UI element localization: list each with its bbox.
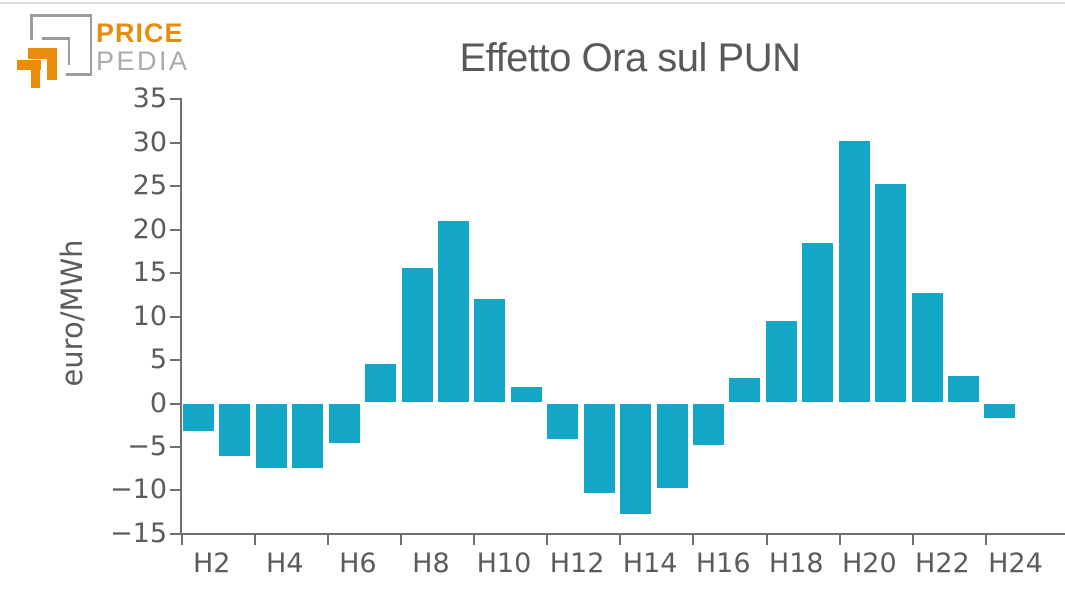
- y-tick-label--10: −10: [110, 474, 167, 506]
- y-tick-label--5: −5: [127, 430, 167, 462]
- x-tick-label-H12: H12: [549, 547, 605, 579]
- logo-outer-square-left: [30, 14, 33, 40]
- y-tick-label-10: 10: [132, 300, 167, 332]
- bar-H14: [620, 403, 652, 514]
- y-tick: [170, 359, 180, 362]
- y-tick-label-20: 20: [132, 213, 167, 245]
- logo-orange-bracket-small-right: [30, 69, 40, 88]
- x-tick: [765, 532, 768, 545]
- x-tick-label-H22: H22: [915, 547, 970, 579]
- x-tick: [546, 532, 549, 545]
- y-tick: [170, 141, 180, 144]
- y-tick: [170, 228, 180, 231]
- bar-H9: [438, 220, 469, 403]
- x-tick-label-H24: H24: [988, 547, 1043, 579]
- y-tick-label-35: 35: [132, 83, 167, 115]
- logo-inner-bracket-top: [42, 37, 70, 40]
- bar-H23: [948, 376, 980, 403]
- logo-orange-bracket-small-top: [17, 59, 41, 70]
- bar-H8: [401, 267, 433, 403]
- bar-H2: [183, 403, 214, 432]
- y-tick: [170, 185, 180, 188]
- x-tick-label-H18: H18: [768, 547, 824, 579]
- y-tick-label-5: 5: [149, 344, 167, 376]
- y-tick-label-15: 15: [132, 257, 167, 289]
- x-tick-label-H20: H20: [841, 547, 897, 579]
- bar-H24: [984, 403, 1016, 419]
- logo-outer-square-top: [30, 14, 92, 17]
- x-tick: [400, 532, 403, 545]
- logo-orange-bracket-large-right: [46, 58, 57, 80]
- x-tick: [254, 532, 257, 545]
- y-tick: [170, 315, 180, 318]
- bar-H10: [474, 299, 506, 403]
- x-tick: [692, 532, 695, 545]
- x-tick-label-H8: H8: [412, 547, 450, 579]
- logo-text-price: PRICE: [96, 18, 184, 48]
- chart-title: Effetto Ora sul PUN: [459, 36, 801, 80]
- bar-H19: [802, 242, 834, 403]
- x-axis-line: [180, 532, 1065, 535]
- x-tick-label-H6: H6: [339, 547, 377, 579]
- bar-H12: [547, 403, 579, 440]
- bar-H15: [656, 403, 688, 488]
- bar-H13: [583, 403, 615, 493]
- bar-H11: [510, 386, 542, 403]
- y-tick: [170, 402, 180, 405]
- bar-H5: [292, 403, 324, 468]
- x-tick: [911, 532, 914, 545]
- y-tick-label-30: 30: [132, 126, 167, 158]
- x-tick: [473, 532, 476, 545]
- bar-H21: [875, 184, 907, 403]
- top-border-line: [0, 2, 1065, 4]
- bar-H18: [765, 320, 797, 403]
- x-tick-label-H2: H2: [192, 547, 231, 579]
- y-tick-label-0: 0: [149, 387, 167, 419]
- bar-H7: [365, 364, 397, 403]
- y-tick: [170, 98, 180, 101]
- x-tick: [327, 532, 330, 545]
- logo-text: PRICE PEDIA: [96, 20, 190, 75]
- y-tick: [170, 445, 180, 448]
- x-tick-label-H16: H16: [695, 547, 751, 579]
- bar-H6: [328, 403, 360, 443]
- x-tick: [181, 532, 183, 545]
- x-tick: [984, 532, 987, 545]
- logo-orange-bracket-large-top: [28, 48, 57, 59]
- bar-H3: [219, 403, 251, 456]
- bar-H20: [838, 141, 870, 403]
- bar-H4: [255, 403, 287, 468]
- bar-H17: [729, 378, 761, 403]
- logo-outer-square-right: [89, 14, 92, 76]
- y-tick: [170, 532, 180, 535]
- logo-outer-square-bottom: [66, 73, 92, 76]
- x-tick-label-H14: H14: [622, 547, 678, 579]
- y-tick: [170, 272, 180, 275]
- x-tick-label-H10: H10: [476, 547, 532, 579]
- bar-H16: [693, 403, 725, 446]
- x-tick: [838, 532, 841, 545]
- x-tick-label-H4: H4: [266, 547, 304, 579]
- logo-inner-bracket-right: [67, 37, 70, 65]
- y-axis-line: [180, 98, 182, 535]
- x-tick: [619, 532, 622, 545]
- y-tick-label-25: 25: [132, 170, 167, 202]
- y-tick: [170, 489, 180, 492]
- y-tick-label--15: −15: [110, 517, 167, 549]
- bar-H22: [911, 293, 943, 403]
- logo-text-pedia: PEDIA: [96, 46, 190, 76]
